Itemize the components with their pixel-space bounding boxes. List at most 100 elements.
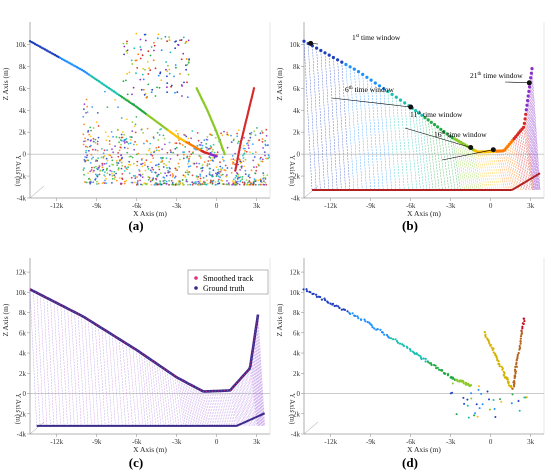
clutter-point [182,36,185,39]
clutter-point [129,142,132,145]
time-window-label: 1st time window [352,33,401,42]
clutter-point [226,131,229,134]
projection-line [172,374,180,426]
clutter-point [168,72,171,75]
clutter-point [148,176,151,179]
clutter-point [219,161,221,164]
clutter-point [173,75,175,78]
clutter-point [103,149,106,152]
clutter-point [168,183,171,186]
clutter-point [106,159,109,162]
clutter-point [140,163,143,166]
clutter-point [265,134,268,137]
track-point [94,77,97,81]
clutter-point [93,169,95,172]
projection-line [183,381,191,426]
clutter-point [147,83,150,86]
clutter-point [149,180,152,183]
clutter-point [228,183,231,186]
clutter-point [212,148,214,151]
clutter-point [122,42,125,45]
clutter-point [153,151,155,154]
clutter-point [109,169,112,172]
projection-line [88,319,96,426]
projection-line [187,383,195,426]
clutter-point [138,170,141,173]
track-point [502,374,505,377]
track-point [324,299,327,302]
clutter-point [124,180,126,183]
projection-line [232,387,240,426]
clutter-point [103,174,106,177]
clutter-point [152,59,155,62]
clutter-point [184,42,187,45]
track-point [429,120,433,124]
clutter-point [141,128,143,131]
clutter-point [224,169,227,172]
clutter-point [97,125,100,127]
annotation-arrow [504,81,530,84]
projection-line [370,80,380,191]
clutter-point [100,156,103,159]
clutter-point [84,181,86,183]
x-tick-label: -6k [406,438,416,446]
clutter-point [166,151,169,154]
y-axis-label: Y Axis (m) [288,155,296,187]
clutter-point [252,159,255,162]
panel-a-marks [28,32,271,186]
clutter-point [149,142,152,145]
clutter-point [230,158,233,161]
track-point [323,51,327,55]
clutter-point [198,183,200,186]
clutter-point [123,146,126,149]
clutter-point [142,67,145,70]
panel-b-label: (b) [402,218,418,233]
clutter-point [117,152,119,154]
z-tick-label: 2k [19,129,27,137]
track-point [514,372,517,375]
track-point [394,338,397,341]
panel-a-label: (a) [128,218,143,233]
clutter-point [176,91,179,93]
projection-line [253,345,261,426]
projection-line [156,363,164,426]
clutter-point [208,167,211,170]
track-point [340,308,343,311]
clutter-point [171,173,174,175]
clutter-point [168,141,171,144]
clutter-point [239,159,242,161]
smoothed-track-line [29,288,259,392]
track-point [351,312,354,315]
clutter-point [136,160,139,163]
clutter-point [82,143,85,146]
projection-line [492,151,501,191]
clutter-point [253,130,256,133]
clutter-point [211,175,214,178]
clutter-point [140,183,142,186]
stray-point [470,392,473,395]
clutter-point [244,158,247,161]
projection-line [528,91,538,191]
clutter-point [87,129,90,132]
projection-line [64,306,72,426]
projection-line [57,303,65,426]
clutter-point [256,127,258,129]
projection-line [383,88,392,191]
clutter-point [188,155,191,158]
clutter-point [177,44,180,46]
track-point [87,73,90,76]
clutter-point [118,177,121,180]
clutter-point [195,175,198,177]
track-point [521,327,524,330]
clutter-point [135,32,138,35]
clutter-point [187,160,190,163]
projection-line [129,345,137,426]
clutter-point [92,148,94,151]
track-point [500,365,503,368]
projection-line [67,308,75,426]
clutter-point [135,59,138,62]
clutter-point [152,157,155,160]
clutter-point [188,59,190,62]
stray-point [470,397,473,400]
clutter-point [147,50,150,53]
